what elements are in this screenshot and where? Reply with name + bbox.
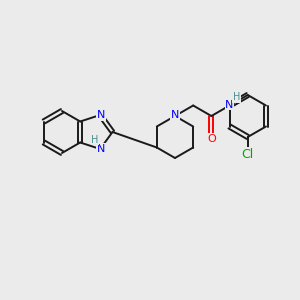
Text: Cl: Cl xyxy=(242,148,254,161)
Text: N: N xyxy=(97,144,105,154)
Text: H: H xyxy=(92,135,99,145)
Text: N: N xyxy=(171,110,179,120)
Text: O: O xyxy=(207,134,216,144)
Text: H: H xyxy=(233,92,240,103)
Text: N: N xyxy=(97,110,105,120)
Text: N: N xyxy=(225,100,234,110)
